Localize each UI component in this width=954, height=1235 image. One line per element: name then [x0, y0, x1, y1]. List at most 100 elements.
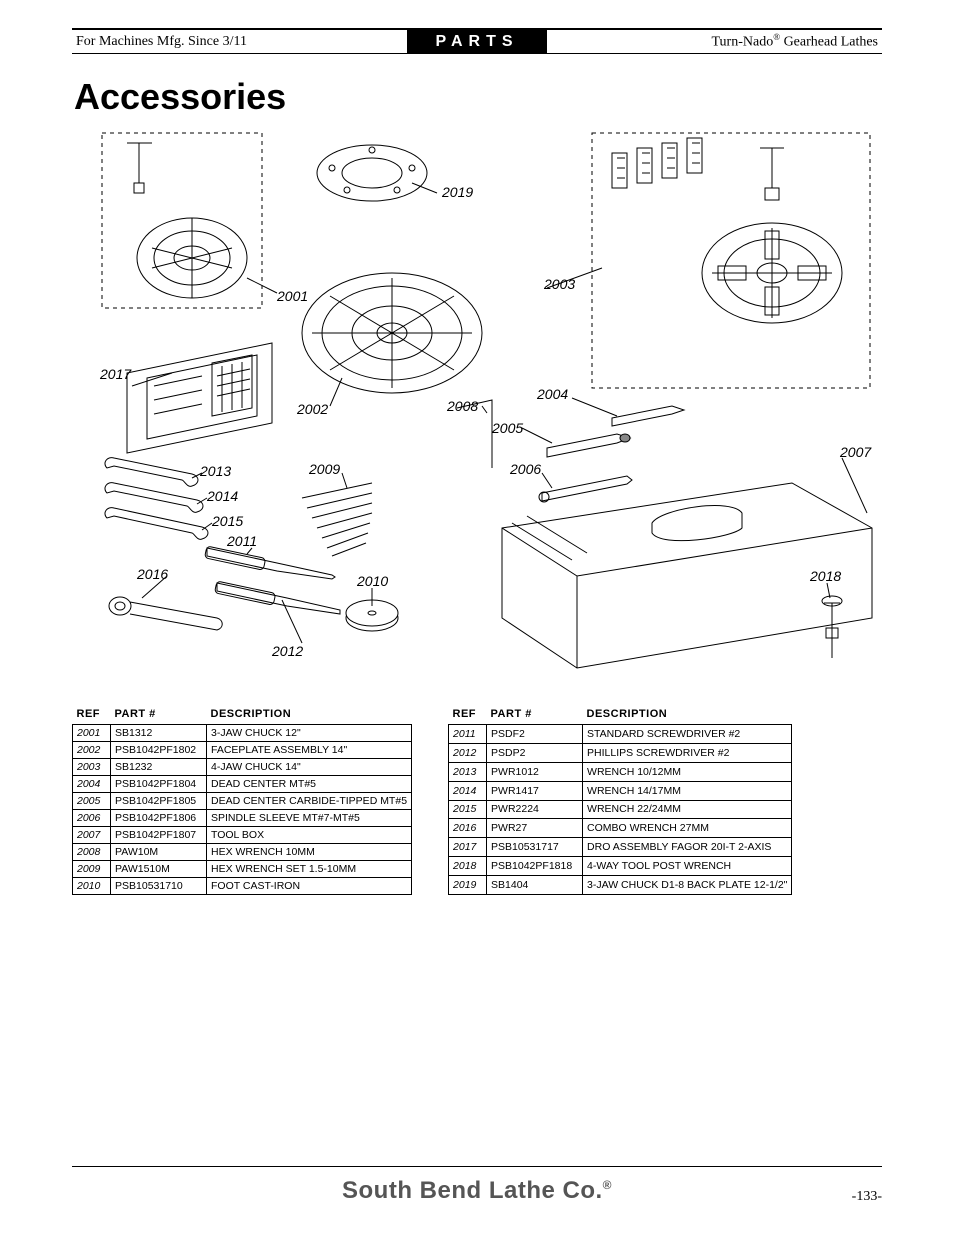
header-left: For Machines Mfg. Since 3/11	[72, 34, 407, 50]
tbody-left: 2001SB13123-JAW CHUCK 12"2002PSB1042PF18…	[73, 725, 412, 895]
cell-desc: WRENCH 22/24MM	[583, 800, 792, 819]
th-desc: DESCRIPTION	[583, 706, 792, 725]
cell-desc: DEAD CENTER MT#5	[207, 776, 412, 793]
cell-ref: 2019	[449, 876, 487, 895]
callout-2017: 2017	[100, 366, 131, 382]
header-section-label: PARTS	[407, 30, 546, 53]
cell-ref: 2015	[449, 800, 487, 819]
tbody-right: 2011PSDF2STANDARD SCREWDRIVER #22012PSDP…	[449, 725, 792, 895]
parts-diagram: 2019 2001 2003 2017 2002 2008 2004 2005 …	[72, 128, 882, 688]
cell-desc: 4-WAY TOOL POST WRENCH	[583, 857, 792, 876]
callout-2012: 2012	[272, 643, 303, 659]
callout-2014: 2014	[207, 488, 238, 504]
cell-ref: 2002	[73, 742, 111, 759]
cell-ref: 2008	[73, 844, 111, 861]
product-suffix: Gearhead Lathes	[780, 35, 878, 50]
callout-2015: 2015	[212, 513, 243, 529]
parts-tables: REF PART # DESCRIPTION 2001SB13123-JAW C…	[72, 706, 882, 895]
callout-2019: 2019	[442, 184, 473, 200]
callout-2010: 2010	[357, 573, 388, 589]
callout-2009: 2009	[309, 461, 340, 477]
cell-part: PSB1042PF1804	[111, 776, 207, 793]
callout-2018: 2018	[810, 568, 841, 584]
th-part: PART #	[487, 706, 583, 725]
cell-ref: 2003	[73, 759, 111, 776]
cell-part: PSB1042PF1806	[111, 810, 207, 827]
cell-desc: COMBO WRENCH 27MM	[583, 819, 792, 838]
callout-2006: 2006	[510, 461, 541, 477]
cell-ref: 2009	[73, 861, 111, 878]
th-part: PART #	[111, 706, 207, 725]
cell-part: SB1232	[111, 759, 207, 776]
cell-desc: SPINDLE SLEEVE MT#7-MT#5	[207, 810, 412, 827]
table-row: 2006PSB1042PF1806SPINDLE SLEEVE MT#7-MT#…	[73, 810, 412, 827]
cell-part: PSB10531717	[487, 838, 583, 857]
product-name: Turn-Nado	[712, 35, 774, 50]
cell-part: PSDF2	[487, 725, 583, 744]
cell-desc: 4-JAW CHUCK 14"	[207, 759, 412, 776]
cell-desc: FACEPLATE ASSEMBLY 14"	[207, 742, 412, 759]
cell-ref: 2004	[73, 776, 111, 793]
cell-desc: PHILLIPS SCREWDRIVER #2	[583, 743, 792, 762]
cell-desc: 3-JAW CHUCK 12"	[207, 725, 412, 742]
cell-part: PSB1042PF1802	[111, 742, 207, 759]
cell-ref: 2001	[73, 725, 111, 742]
parts-table-right: REF PART # DESCRIPTION 2011PSDF2STANDARD…	[448, 706, 792, 895]
th-ref: REF	[73, 706, 111, 725]
parts-table-left: REF PART # DESCRIPTION 2001SB13123-JAW C…	[72, 706, 412, 895]
page-title: Accessories	[74, 76, 882, 118]
cell-part: PAW10M	[111, 844, 207, 861]
table-row: 2013PWR1012WRENCH 10/12MM	[449, 762, 792, 781]
callout-2002: 2002	[297, 401, 328, 417]
cell-desc: HEX WRENCH 10MM	[207, 844, 412, 861]
page-number: -133-	[852, 1189, 882, 1205]
table-row: 2001SB13123-JAW CHUCK 12"	[73, 725, 412, 742]
cell-part: PAW1510M	[111, 861, 207, 878]
page-header: For Machines Mfg. Since 3/11 PARTS Turn-…	[72, 28, 882, 54]
cell-part: PSB10531710	[111, 878, 207, 895]
cell-part: PWR27	[487, 819, 583, 838]
footer-brand: South Bend Lathe Co.®	[342, 1177, 612, 1205]
callout-2007: 2007	[840, 444, 871, 460]
th-ref: REF	[449, 706, 487, 725]
table-row: 2016PWR27COMBO WRENCH 27MM	[449, 819, 792, 838]
callout-2001: 2001	[277, 288, 308, 304]
table-row: 2008PAW10MHEX WRENCH 10MM	[73, 844, 412, 861]
table-row: 2019SB14043-JAW CHUCK D1-8 BACK PLATE 12…	[449, 876, 792, 895]
callout-2003: 2003	[544, 276, 575, 292]
table-row: 2015PWR2224WRENCH 22/24MM	[449, 800, 792, 819]
cell-desc: WRENCH 10/12MM	[583, 762, 792, 781]
cell-part: SB1404	[487, 876, 583, 895]
table-row: 2014PWR1417WRENCH 14/17MM	[449, 781, 792, 800]
cell-ref: 2017	[449, 838, 487, 857]
cell-ref: 2012	[449, 743, 487, 762]
table-row: 2005PSB1042PF1805DEAD CENTER CARBIDE-TIP…	[73, 793, 412, 810]
cell-part: PSB1042PF1818	[487, 857, 583, 876]
cell-part: PSDP2	[487, 743, 583, 762]
table-row: 2010PSB10531710FOOT CAST-IRON	[73, 878, 412, 895]
table-row: 2011PSDF2STANDARD SCREWDRIVER #2	[449, 725, 792, 744]
table-row: 2004PSB1042PF1804DEAD CENTER MT#5	[73, 776, 412, 793]
cell-desc: TOOL BOX	[207, 827, 412, 844]
cell-ref: 2007	[73, 827, 111, 844]
th-desc: DESCRIPTION	[207, 706, 412, 725]
table-row: 2007PSB1042PF1807TOOL BOX	[73, 827, 412, 844]
page-footer: South Bend Lathe Co.® -133-	[72, 1166, 882, 1205]
cell-part: SB1312	[111, 725, 207, 742]
callout-2013: 2013	[200, 463, 231, 479]
cell-desc: STANDARD SCREWDRIVER #2	[583, 725, 792, 744]
cell-part: PSB1042PF1805	[111, 793, 207, 810]
table-row: 2003SB12324-JAW CHUCK 14"	[73, 759, 412, 776]
cell-desc: 3-JAW CHUCK D1-8 BACK PLATE 12-1/2"	[583, 876, 792, 895]
cell-desc: WRENCH 14/17MM	[583, 781, 792, 800]
callout-2005: 2005	[492, 420, 523, 436]
table-row: 2018PSB1042PF18184-WAY TOOL POST WRENCH	[449, 857, 792, 876]
cell-part: PWR1012	[487, 762, 583, 781]
table-row: 2017PSB10531717DRO ASSEMBLY FAGOR 20I-T …	[449, 838, 792, 857]
cell-part: PSB1042PF1807	[111, 827, 207, 844]
callout-2016: 2016	[137, 566, 168, 582]
cell-ref: 2011	[449, 725, 487, 744]
callout-2004: 2004	[537, 386, 568, 402]
cell-part: PWR2224	[487, 800, 583, 819]
cell-ref: 2005	[73, 793, 111, 810]
